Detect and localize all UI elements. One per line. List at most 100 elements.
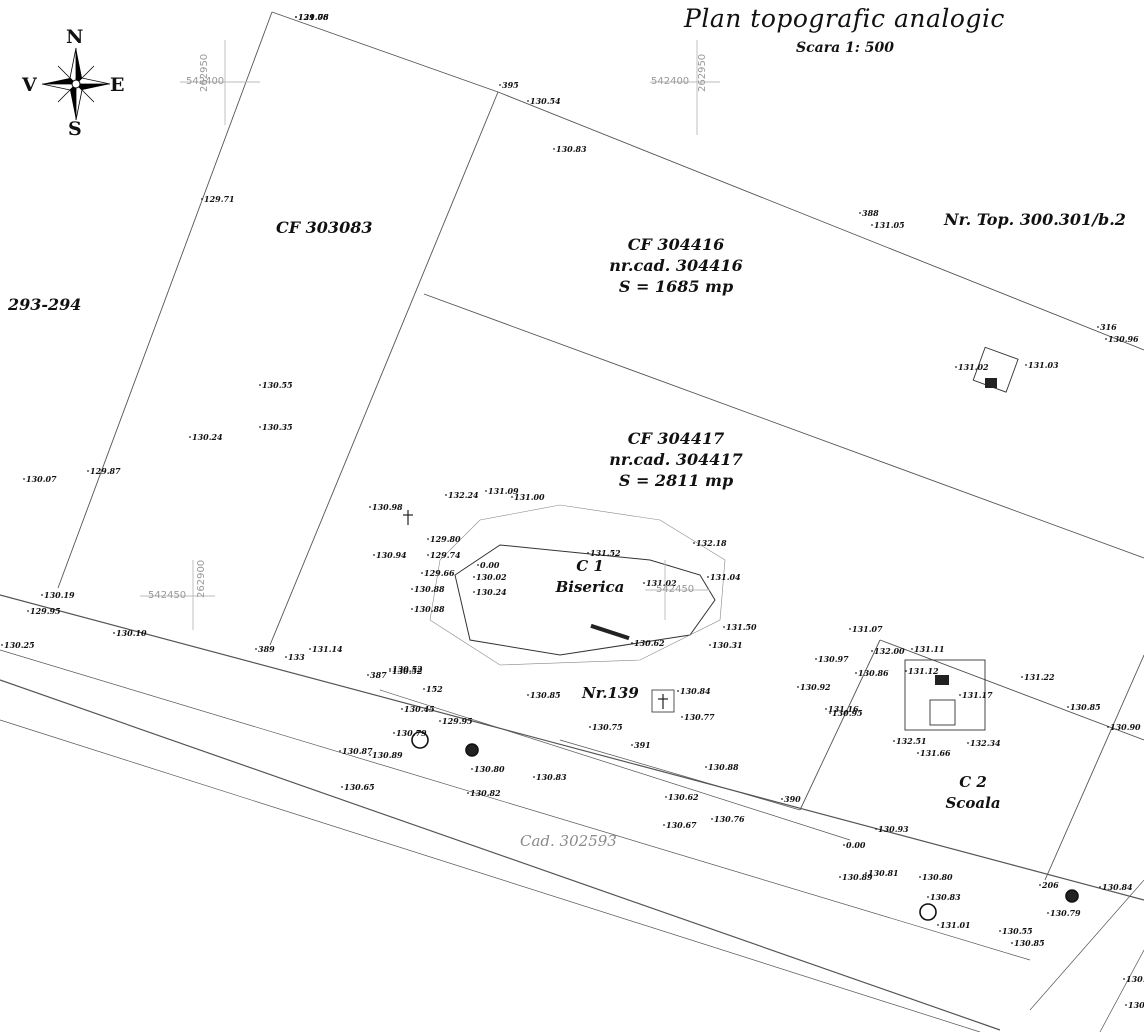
building-id: C 2 <box>959 773 987 791</box>
elevation-label: 131.00 <box>514 492 545 502</box>
elevation-label: 130.62 <box>668 792 699 802</box>
elevation-label: 131.52 <box>590 548 621 558</box>
elevation-label: 130.88 <box>414 584 445 594</box>
elevation-label: 132.18 <box>696 538 727 548</box>
elevation-label: 0.00 <box>480 560 500 570</box>
elevation-point <box>711 818 713 820</box>
elevation-label: 130.31 <box>712 640 743 650</box>
elevation-point <box>663 824 665 826</box>
elevation-point <box>255 648 257 650</box>
elevation-point <box>1097 326 1099 328</box>
map-title: Plan topografic analogic <box>684 4 1005 33</box>
elevation-point <box>849 628 851 630</box>
parcel-label-cf304417: CF 304417 nr.cad. 304417 S = 2811 mp <box>608 428 744 491</box>
elevation-point <box>589 726 591 728</box>
elevation-label: 130.96 <box>1108 334 1139 344</box>
elevation-label: 391 <box>634 740 651 750</box>
elevation-point <box>967 742 969 744</box>
compass-east: E <box>110 74 125 96</box>
elevation-label: 129.87 <box>90 466 121 476</box>
small-building-fill <box>985 378 997 388</box>
elevation-point <box>511 496 513 498</box>
elevation-label: 130.79 <box>396 728 427 738</box>
elevation-point <box>1123 978 1125 980</box>
elevation-label: 130.98 <box>372 502 403 512</box>
elevation-point <box>189 436 191 438</box>
elevation-label: 130.79 <box>1050 908 1081 918</box>
elevation-label: 206 <box>1041 880 1059 890</box>
elevation-label: 131.17 <box>962 690 993 700</box>
elevation-label: 130.55 <box>262 380 293 390</box>
map-scale: Scara 1: 500 <box>796 40 895 56</box>
elevation-label: 129.71 <box>204 194 235 204</box>
elevation-label: 130.84 <box>1102 882 1133 892</box>
well-marker <box>1065 889 1079 903</box>
elevation-point <box>1039 884 1041 886</box>
parcel-area-line: S = 2811 mp <box>618 471 734 490</box>
elevation-label: 130.77 <box>684 712 715 722</box>
elevation-label: 130.62 <box>634 638 665 648</box>
elevation-label: 130.80 <box>474 764 505 774</box>
building-c1-label: C 1 Biserica <box>548 556 632 598</box>
building-c2-label: C 2 Scoala <box>936 772 1010 814</box>
elevation-label: 131.50 <box>726 622 757 632</box>
compass-north: N <box>66 26 84 48</box>
elevation-point <box>389 670 391 672</box>
elevation-point <box>339 750 341 752</box>
elevation-point <box>825 708 827 710</box>
compass-rose-icon <box>41 47 111 121</box>
elevation-point <box>259 426 261 428</box>
elevation-label: 131.66 <box>920 748 951 758</box>
elevation-point <box>999 930 1001 932</box>
elevation-label: 130.93 <box>878 824 909 834</box>
elevation-point <box>919 876 921 878</box>
elevation-label: 129.95 <box>30 606 61 616</box>
compass-west: V <box>22 74 37 96</box>
road-edge <box>379 689 851 841</box>
elevation-point <box>815 658 817 660</box>
elevation-label: 130.92 <box>800 682 831 692</box>
elevation-label: 130.87 <box>342 746 373 756</box>
elevation-point <box>553 148 555 150</box>
church-outline <box>454 544 716 656</box>
building-name: Biserica <box>555 578 625 596</box>
elevation-label: 130.90 <box>1110 722 1141 732</box>
grid-coord-vertical: 262950 <box>697 53 708 92</box>
elevation-point <box>937 924 939 926</box>
elevation-label: 131.05 <box>874 220 905 230</box>
building-name: Scoala <box>945 794 1001 812</box>
elevation-point <box>1 644 3 646</box>
elevation-label: 131.09 <box>488 486 519 496</box>
grid-coord-vertical: 262900 <box>196 559 207 598</box>
elevation-point <box>421 572 423 574</box>
elevation-point <box>911 648 913 650</box>
elevation-point <box>587 552 589 554</box>
road-edge <box>0 649 1031 961</box>
elevation-label: 130.74 <box>1128 1000 1144 1010</box>
elevation-point <box>87 470 89 472</box>
elevation-label: 130.84 <box>680 686 711 696</box>
elevation-point <box>341 786 343 788</box>
elevation-label: 132.34 <box>970 738 1001 748</box>
school-step <box>929 699 956 726</box>
elevation-label: 131.03 <box>1028 360 1059 370</box>
elevation-point <box>367 674 369 676</box>
parcel-label-cf304416: CF 304416 nr.cad. 304416 S = 1685 mp <box>608 234 744 297</box>
elevation-label: 130.02 <box>476 572 507 582</box>
elevation-point <box>681 716 683 718</box>
elevation-point <box>309 648 311 650</box>
elevation-label: 395 <box>502 80 519 90</box>
elevation-point <box>411 588 413 590</box>
elevation-point <box>23 478 25 480</box>
elevation-point <box>871 224 873 226</box>
school-building <box>904 659 986 731</box>
elevation-label: 129.95 <box>442 716 473 726</box>
elevation-point <box>113 632 115 634</box>
elevation-point <box>373 554 375 556</box>
elevation-label: 130.19 <box>44 590 75 600</box>
elevation-label: 130.45 <box>404 704 435 714</box>
elevation-point <box>1107 726 1109 728</box>
elevation-label: 130.80 <box>922 872 953 882</box>
elevation-label: 130.82 <box>470 788 501 798</box>
